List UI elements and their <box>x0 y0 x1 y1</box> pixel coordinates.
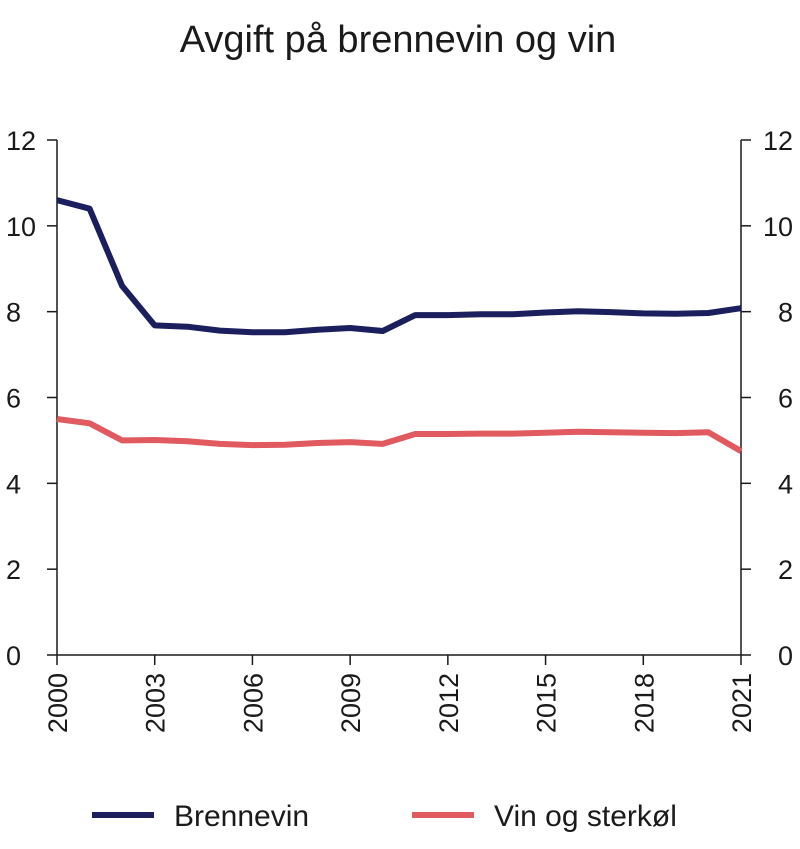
legend-label: Vin og sterkøl <box>494 800 677 833</box>
left-y-tick-label: 10 <box>6 212 36 242</box>
right-y-tick-label: 10 <box>763 212 793 242</box>
x-tick-label: 2021 <box>727 673 757 733</box>
right-y-tick-label: 0 <box>778 641 793 671</box>
right-y-tick-label: 6 <box>778 384 793 414</box>
left-y-tick-label: 0 <box>6 641 21 671</box>
right-y-tick-label: 4 <box>778 469 793 499</box>
x-tick-label: 2009 <box>336 673 366 733</box>
left-y-tick-label: 2 <box>6 555 21 585</box>
axis-ticks: 0 0 2 2 4 4 6 6 8 8 10 10 12 12 2000 2003 2006 2009 2012 20… <box>6 126 793 733</box>
right-y-tick-label: 12 <box>763 126 793 156</box>
right-y-tick-label: 2 <box>778 555 793 585</box>
x-tick-label: 2006 <box>238 673 268 733</box>
x-tick-label: 2000 <box>43 673 73 733</box>
left-y-tick-label: 12 <box>6 126 36 156</box>
x-tick-label: 2012 <box>434 673 464 733</box>
series-lines <box>56 197 743 454</box>
legend: Brennevin Vin og sterkøl <box>92 800 677 833</box>
chart-title: Avgift på brennevin og vin <box>180 19 617 61</box>
x-tick-label: 2003 <box>141 673 171 733</box>
left-y-tick-label: 8 <box>6 298 21 328</box>
x-tick-label: 2018 <box>629 673 659 733</box>
x-tick-label: 2015 <box>532 673 562 733</box>
series-line-0 <box>56 197 742 336</box>
left-y-tick-label: 6 <box>6 384 21 414</box>
legend-label: Brennevin <box>174 800 309 833</box>
left-y-tick-label: 4 <box>6 469 21 499</box>
right-y-tick-label: 8 <box>778 298 793 328</box>
series-line-1 <box>56 416 743 454</box>
